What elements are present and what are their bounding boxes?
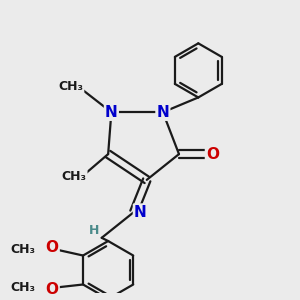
Text: H: H xyxy=(89,224,99,237)
Text: N: N xyxy=(134,205,147,220)
Text: N: N xyxy=(157,105,169,120)
Text: O: O xyxy=(46,281,59,296)
Text: CH₃: CH₃ xyxy=(10,281,35,294)
Text: N: N xyxy=(105,105,118,120)
Text: O: O xyxy=(206,147,219,162)
Text: O: O xyxy=(46,240,59,255)
Text: CH₃: CH₃ xyxy=(58,80,83,93)
Text: CH₃: CH₃ xyxy=(10,243,35,256)
Text: CH₃: CH₃ xyxy=(61,170,86,183)
